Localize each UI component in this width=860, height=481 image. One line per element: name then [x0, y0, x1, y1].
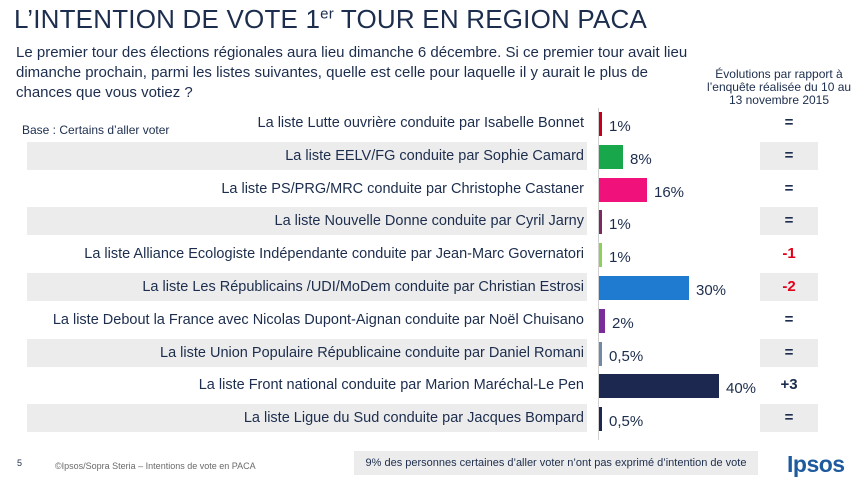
evolution-value: = [760, 207, 818, 236]
evolution-value: -1 [782, 245, 796, 263]
bar [599, 407, 602, 432]
footnote-box: 9% des personnes certaines d’aller voter… [354, 451, 758, 475]
category-label: La liste EELV/FG conduite par Sophie Cam… [285, 147, 584, 164]
category-row: La liste Lutte ouvrière conduite par Isa… [27, 109, 587, 137]
value-label: 1% [609, 216, 631, 234]
value-label: 2% [612, 314, 634, 332]
category-row: La liste PS/PRG/MRC conduite par Christo… [27, 175, 587, 203]
category-row: La liste Union Populaire Républicaine co… [27, 338, 587, 367]
bar [599, 243, 602, 268]
ipsos-logo: Ipsos [787, 451, 845, 477]
evolution-value: = [784, 179, 794, 197]
evolution-value: = [760, 338, 818, 367]
page-title: L’INTENTION DE VOTE 1er TOUR EN REGION P… [14, 4, 648, 34]
category-label: La liste Union Populaire Républicaine co… [160, 344, 584, 361]
chart-axis-line [598, 108, 599, 440]
category-row: La liste EELV/FG conduite par Sophie Cam… [27, 141, 587, 170]
bar [599, 210, 602, 235]
category-row: La liste Nouvelle Donne conduite par Cyr… [27, 207, 587, 236]
value-label: 0,5% [609, 413, 644, 431]
evolution-value: = [760, 141, 818, 170]
question-text: Le premier tour des élections régionales… [16, 44, 688, 101]
value-label: 1% [609, 249, 631, 267]
page-number: 5 [17, 458, 23, 468]
category-row: La liste Debout la France avec Nicolas D… [27, 306, 587, 334]
bar [599, 112, 602, 136]
evolution-value: -2 [760, 273, 818, 301]
category-label: La liste Ligue du Sud conduite par Jacqu… [243, 410, 584, 427]
bar [599, 374, 719, 399]
evolution-column-header: Évolutions par rapport à l’enquête réali… [706, 67, 852, 107]
copyright-text: ©Ipsos/Sopra Steria – Intentions de vote… [55, 461, 256, 471]
bar [599, 144, 623, 169]
evolution-value: = [784, 310, 794, 328]
value-label: 1% [609, 118, 631, 135]
base-note: Base : Certains d’aller voter [22, 123, 170, 137]
category-row: La liste Front national conduite par Mar… [27, 371, 587, 399]
bar [599, 177, 647, 202]
evolution-value: +3 [780, 376, 798, 394]
category-row: La liste Les Républicains /UDI/MoDem con… [27, 273, 587, 301]
value-label: 0,5% [609, 347, 644, 365]
category-row: La liste Alliance Ecologiste Indépendant… [27, 240, 587, 268]
category-label: La liste Lutte ouvrière conduite par Isa… [257, 115, 584, 131]
category-label: La liste PS/PRG/MRC conduite par Christo… [221, 180, 584, 197]
category-label: La liste Front national conduite par Mar… [198, 377, 584, 394]
category-label: La liste Nouvelle Donne conduite par Cyr… [274, 213, 585, 230]
value-label: 40% [726, 380, 757, 398]
category-label: La liste Les Républicains /UDI/MoDem con… [142, 279, 584, 295]
category-row: La liste Ligue du Sud conduite par Jacqu… [27, 404, 587, 433]
bar [599, 276, 689, 300]
category-label: La liste Alliance Ecologiste Indépendant… [84, 246, 584, 263]
evolution-value: = [784, 114, 794, 131]
bar [599, 308, 605, 333]
bar [599, 341, 602, 366]
value-label: 8% [630, 150, 652, 168]
value-label: 16% [654, 183, 685, 201]
evolution-value: = [760, 404, 818, 433]
category-label: La liste Debout la France avec Nicolas D… [52, 311, 584, 328]
value-label: 30% [696, 282, 727, 299]
